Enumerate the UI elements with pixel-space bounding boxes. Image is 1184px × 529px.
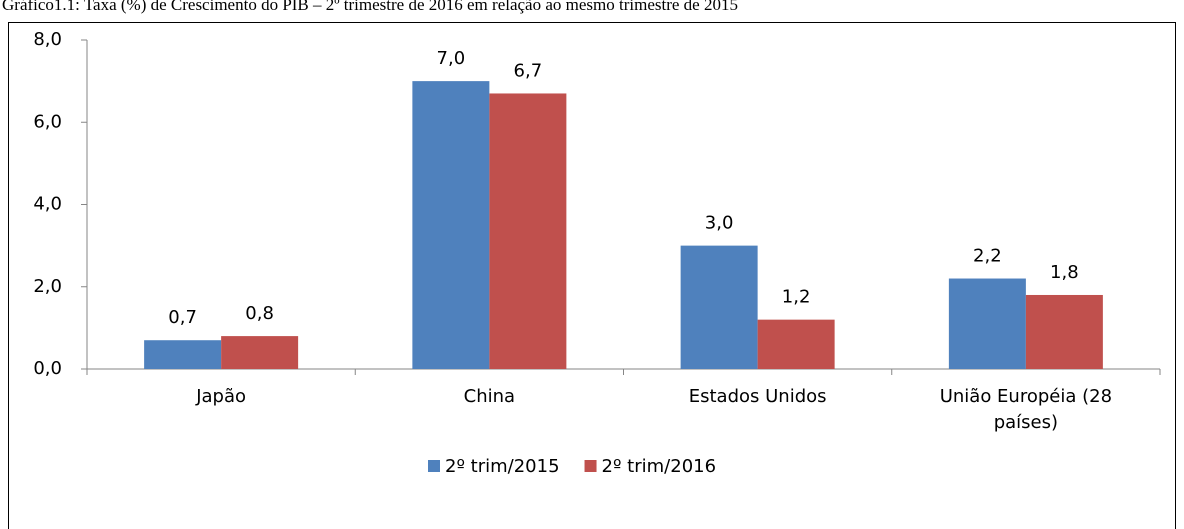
bar xyxy=(680,245,758,369)
legend-swatch xyxy=(584,460,597,472)
value-label: 1,2 xyxy=(782,287,811,308)
bar xyxy=(948,278,1026,369)
x-tick-label: União Européia (28 países) xyxy=(939,386,1113,433)
x-tick-label: China xyxy=(463,386,516,407)
bar xyxy=(489,93,567,370)
y-tick-label: 2,0 xyxy=(33,276,62,297)
y-tick-label: 0,0 xyxy=(33,358,62,379)
legend-swatch xyxy=(428,460,440,472)
chart-title: Gráfico1.1: Taxa (%) de Crescimento do P… xyxy=(2,0,738,14)
legend-label: 2º trim/2016 xyxy=(602,456,717,477)
bar xyxy=(412,81,490,369)
value-label: 2,2 xyxy=(973,246,1002,267)
value-label: 3,0 xyxy=(705,213,734,234)
bar xyxy=(221,336,299,369)
y-tick-label: 6,0 xyxy=(33,111,62,132)
y-tick-label: 4,0 xyxy=(33,194,62,215)
bar xyxy=(144,340,222,369)
x-tick-label: Japão xyxy=(196,386,247,407)
value-label: 7,0 xyxy=(437,48,466,69)
legend-label: 2º trim/2015 xyxy=(445,456,560,477)
bar xyxy=(1025,294,1103,369)
value-label: 6,7 xyxy=(514,60,543,81)
y-tick-label: 8,0 xyxy=(33,29,62,50)
value-label: 1,8 xyxy=(1050,262,1079,283)
bar xyxy=(757,319,835,369)
value-label: 0,8 xyxy=(245,303,274,324)
x-tick-label: Estados Unidos xyxy=(688,386,827,407)
value-label: 0,7 xyxy=(168,307,197,328)
chart-border xyxy=(8,22,1176,529)
